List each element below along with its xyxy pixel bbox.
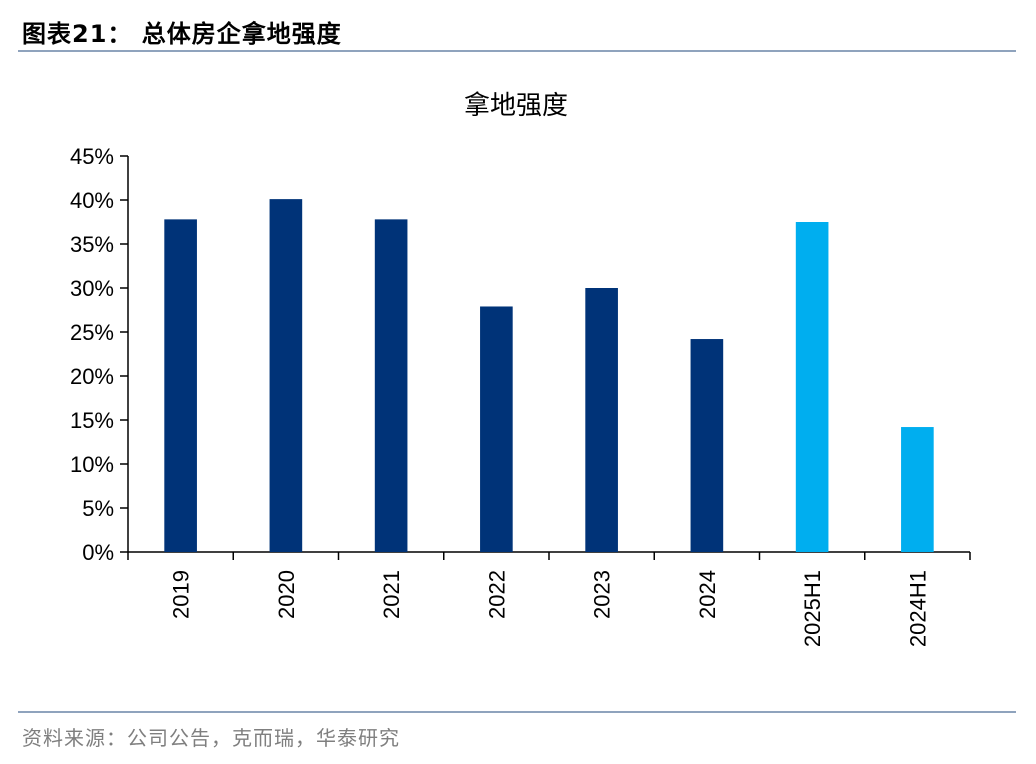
x-tick-label: 2023: [590, 570, 615, 619]
x-tick-label: 2020: [274, 570, 299, 619]
bar-2020: [269, 199, 303, 552]
x-tick-label: 2025H1: [800, 570, 825, 647]
bars: [164, 199, 934, 553]
x-tick-label: 2019: [169, 570, 194, 619]
y-tick-label: 15%: [70, 408, 114, 433]
y-tick-label: 40%: [70, 188, 114, 213]
top-divider: [18, 50, 1016, 52]
bar-2021: [374, 219, 408, 553]
bar-2023: [585, 288, 618, 552]
bottom-divider: [18, 711, 1016, 713]
bar-2019: [164, 219, 197, 553]
y-tick-label: 45%: [70, 144, 114, 169]
x-tick-label: 2021: [379, 570, 404, 619]
x-tick-label: 2024: [695, 570, 720, 619]
bar-2025H1: [795, 222, 829, 552]
source-note: 资料来源：公司公告，克而瑞，华泰研究: [22, 726, 400, 750]
y-tick-label: 25%: [70, 320, 114, 345]
y-tick-label: 35%: [70, 232, 114, 257]
x-tick-label: 2024H1: [905, 570, 930, 647]
bar-2024: [690, 339, 724, 552]
y-tick-label: 5%: [82, 496, 114, 521]
y-tick-label: 30%: [70, 276, 114, 301]
x-tick-label: 2022: [484, 570, 509, 619]
bar-2022: [480, 306, 513, 552]
y-tick-label: 10%: [70, 452, 114, 477]
figure-header: 图表21： 总体房企拿地强度: [18, 10, 1016, 50]
bar-chart: 拿地强度 0%5%10%15%20%25%30%35%40%45% 2019 20…: [70, 91, 971, 647]
y-tick-label: 20%: [70, 364, 114, 389]
x-axis: 2019 2020 2021 2022 2023 2024 2025H1 2024H1: [127, 551, 971, 647]
chart-title: 拿地强度: [464, 91, 568, 121]
y-tick-label: 0%: [82, 540, 114, 565]
figure-title: 图表21： 总体房企拿地强度: [22, 20, 342, 48]
y-axis: 0% 5% 10% 15% 20% 25% 30% 35% 40% 45%: [70, 144, 129, 565]
bar-2024H1: [901, 427, 934, 552]
